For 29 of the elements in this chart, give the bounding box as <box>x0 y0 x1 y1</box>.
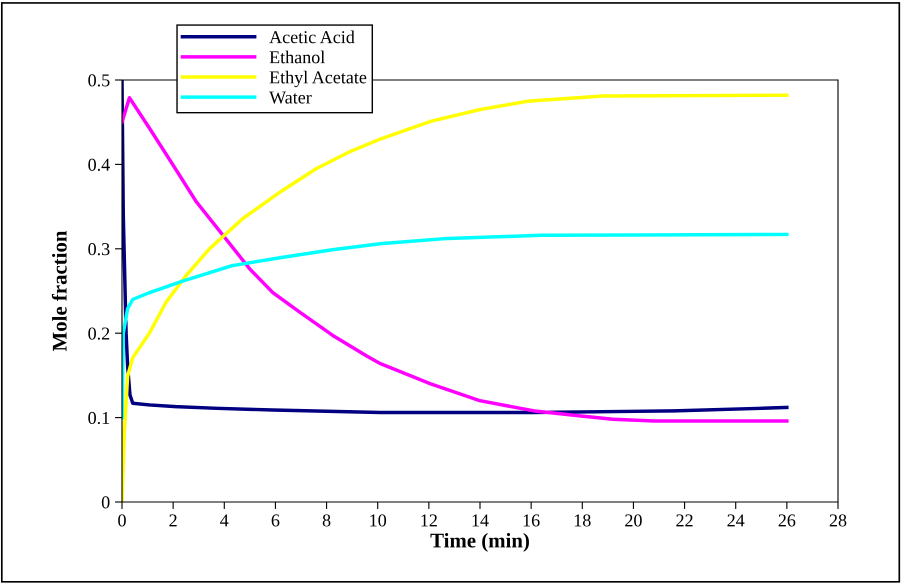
x-tick-label: 4 <box>220 514 229 526</box>
y-tick-label: 0.2 <box>88 327 110 340</box>
x-tick-label: 0 <box>118 514 126 527</box>
y-tick-label: 0.5 <box>88 74 110 87</box>
line-series <box>122 93 789 502</box>
y-tick-label: 0 <box>102 496 110 508</box>
x-tick-label: 20 <box>625 514 642 527</box>
legend-label: Ethanol <box>270 50 325 64</box>
x-tick-label: 18 <box>574 514 591 527</box>
legend-label: Water <box>269 92 312 104</box>
x-tick-label: 10 <box>370 514 386 527</box>
x-tick-label: 14 <box>472 514 489 526</box>
legend-label: Ethyl Acetate <box>270 70 366 88</box>
x-tick-label: 16 <box>524 514 540 527</box>
x-tick-label: 24 <box>727 514 744 526</box>
x-tick-label: 8 <box>322 514 330 527</box>
x-tick-label: 6 <box>272 514 280 527</box>
y-tick-label: 0.1 <box>88 412 110 424</box>
x-tick-label: 26 <box>778 514 796 527</box>
x-tick-label: 2 <box>169 514 177 526</box>
x-axis-title: Time (min) <box>430 532 529 552</box>
x-tick-label: 28 <box>830 514 846 527</box>
y-tick-label: 0.3 <box>88 243 110 256</box>
y-tick-label: 0.4 <box>88 158 110 171</box>
legend-label: Acetic Acid <box>269 30 355 44</box>
line-series <box>122 232 789 420</box>
x-tick-label: 12 <box>421 514 437 526</box>
y-axis-title: Mole fraction <box>52 230 67 352</box>
x-tick-label: 22 <box>676 514 693 526</box>
